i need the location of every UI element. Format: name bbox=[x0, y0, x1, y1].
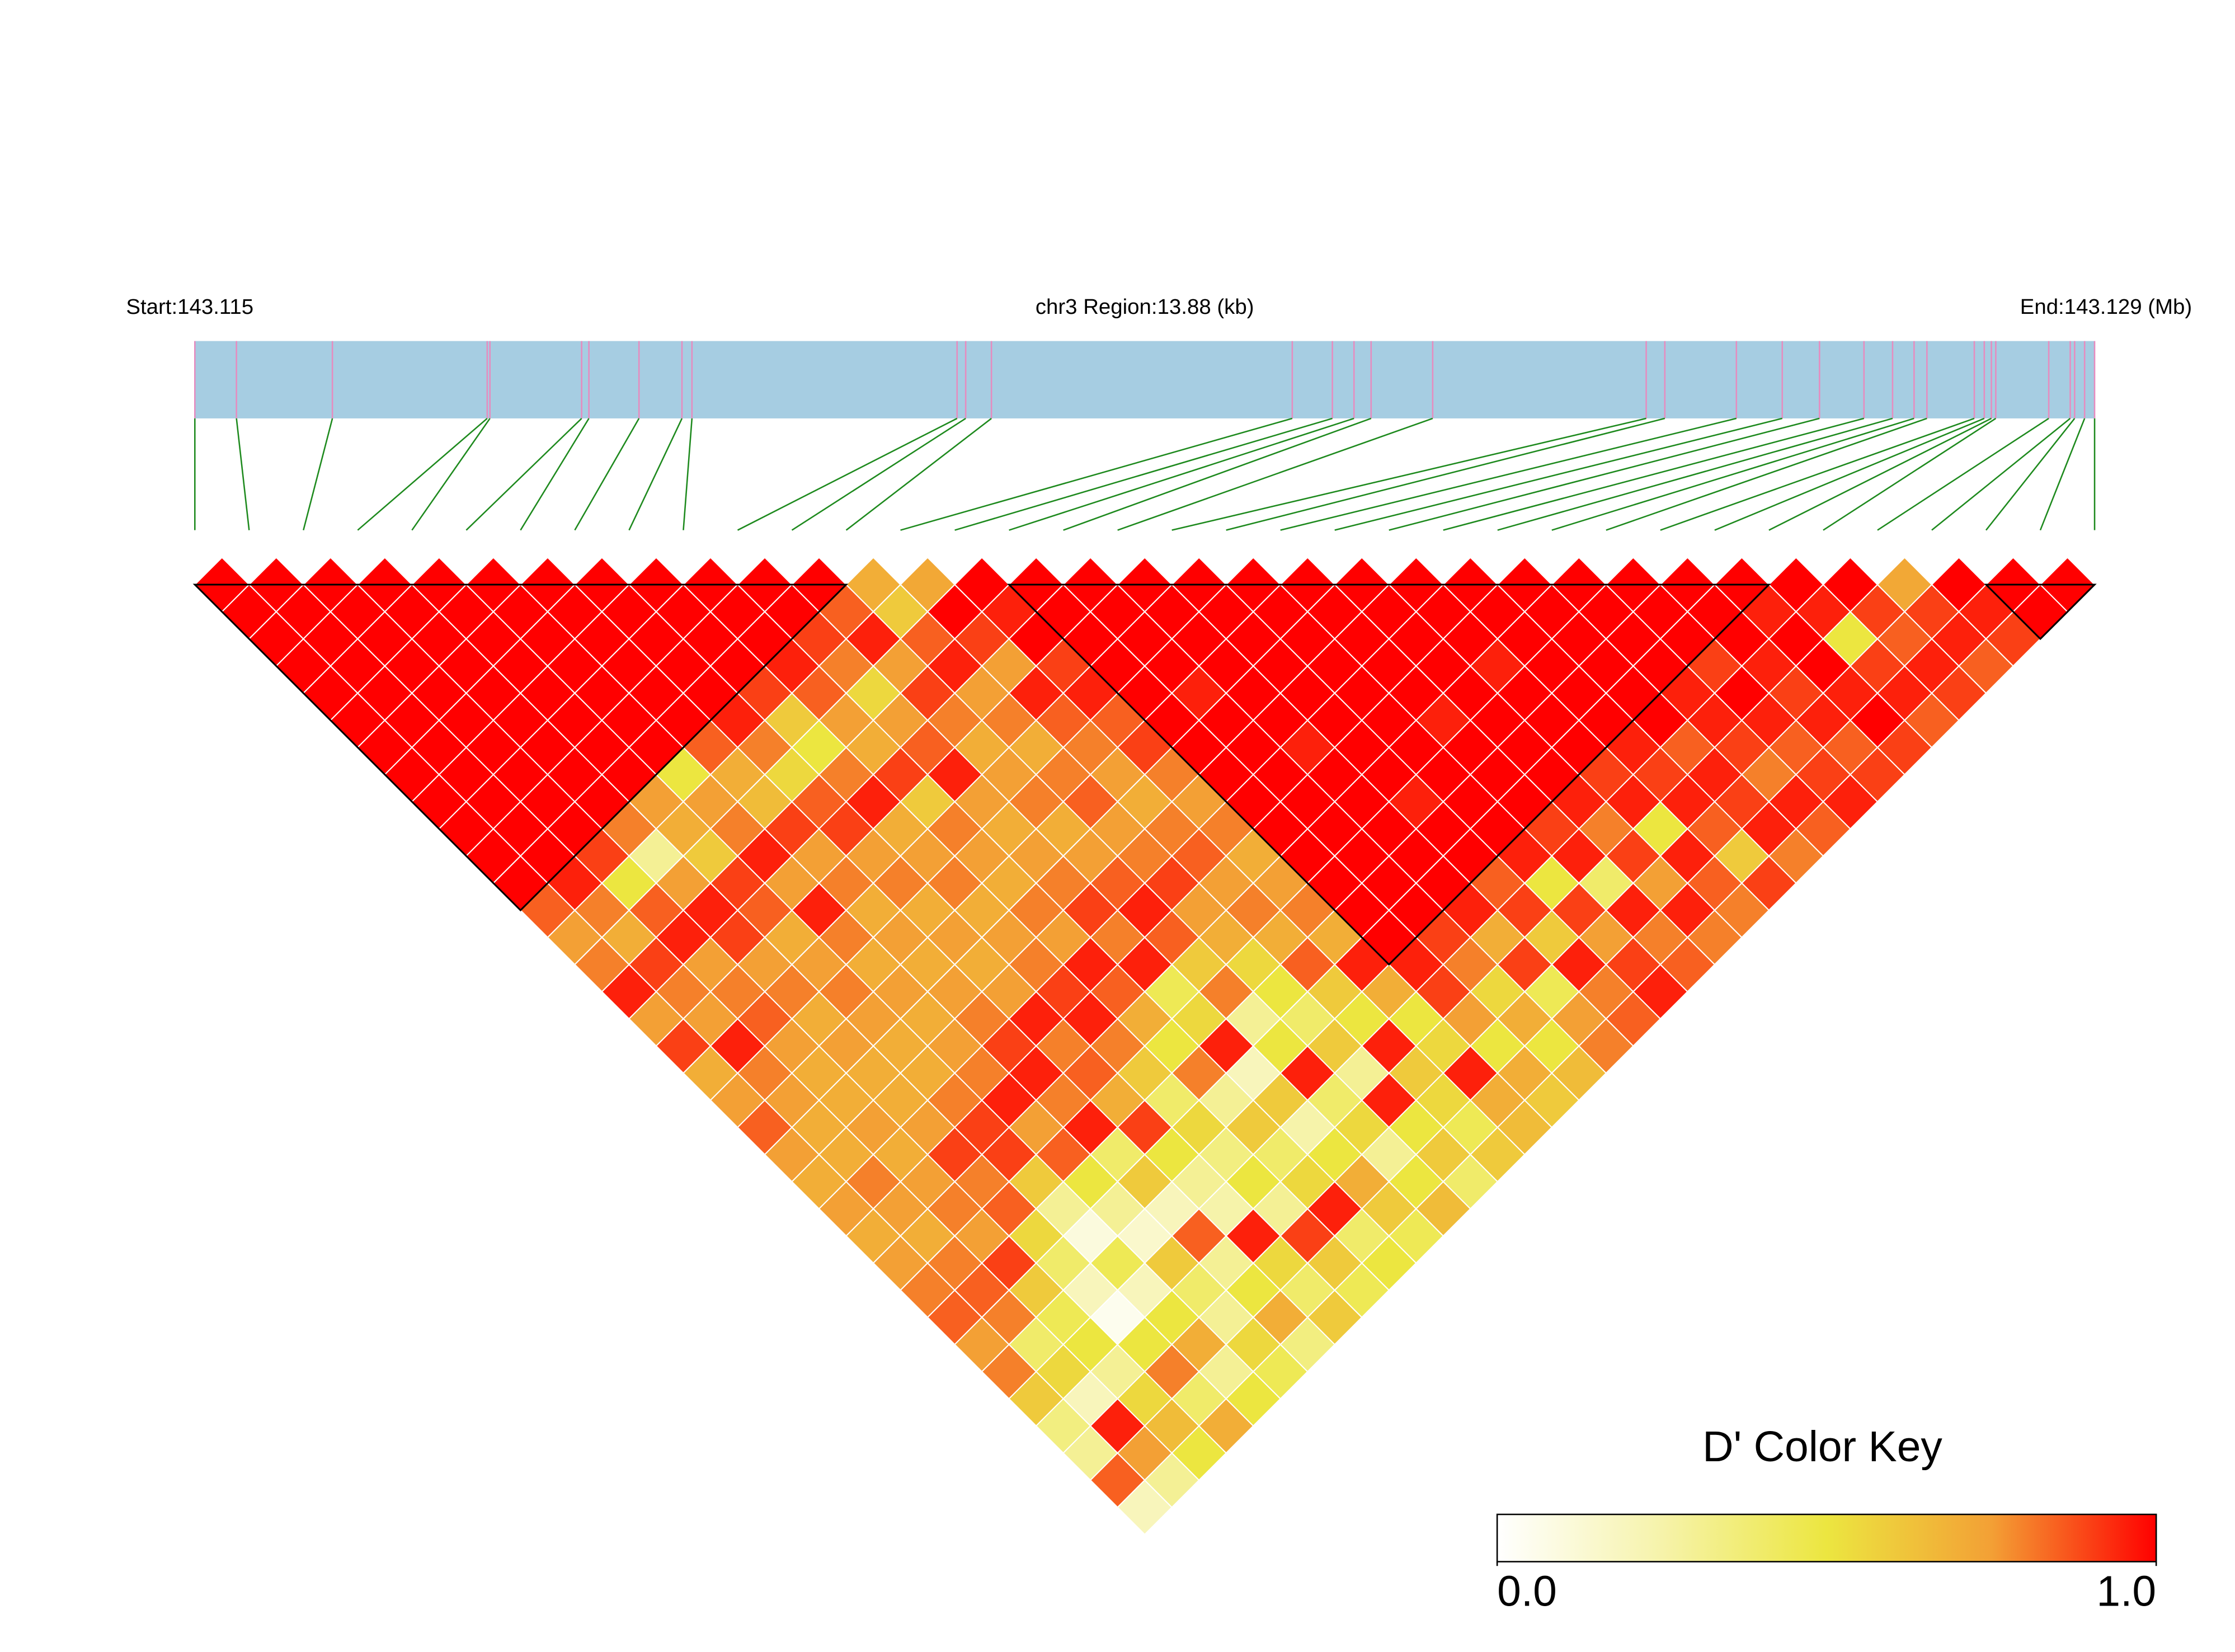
snp-link bbox=[1985, 418, 2076, 531]
snp-link bbox=[1660, 417, 1975, 531]
snp-link bbox=[1334, 417, 1783, 531]
snp-link bbox=[520, 418, 590, 531]
snp-link bbox=[1877, 417, 2049, 531]
snp-link bbox=[1280, 417, 1737, 531]
snp-link bbox=[1009, 417, 1354, 531]
snp-link bbox=[791, 417, 966, 531]
snp-link bbox=[1443, 417, 1865, 531]
snp-link bbox=[1823, 417, 1997, 531]
start-label: Start:143.115 bbox=[126, 295, 253, 319]
snp-link bbox=[1768, 417, 1992, 531]
snp-link bbox=[1606, 417, 1927, 531]
region-label: chr3 Region:13.88 (kb) bbox=[1036, 295, 1254, 319]
color-key-label: 1.0 bbox=[2096, 1568, 2156, 1616]
snp-link bbox=[236, 418, 250, 530]
snp-link bbox=[845, 417, 992, 531]
snp-link bbox=[954, 417, 1333, 531]
snp-link bbox=[1117, 417, 1433, 531]
snp-link bbox=[1714, 417, 1985, 531]
snp-link bbox=[737, 417, 958, 531]
region-bar bbox=[195, 341, 2095, 418]
color-key-label: 0.0 bbox=[1497, 1568, 1557, 1616]
end-label: End:143.129 (Mb) bbox=[2020, 295, 2192, 319]
snp-link bbox=[1551, 417, 1914, 531]
snp-link bbox=[1931, 417, 2071, 531]
snp-link bbox=[465, 418, 582, 531]
snp-link bbox=[1063, 417, 1372, 531]
snp-link bbox=[303, 418, 333, 530]
ld-block bbox=[192, 583, 849, 912]
snp-link bbox=[411, 418, 491, 531]
color-key-bar bbox=[1496, 1513, 2157, 1562]
snp-link bbox=[683, 418, 693, 530]
snp-link bbox=[357, 417, 488, 531]
snp-link bbox=[2039, 418, 2086, 531]
snp-link bbox=[628, 418, 683, 531]
snp-link bbox=[574, 418, 640, 531]
ld-block bbox=[1006, 583, 1771, 966]
snp-link bbox=[1389, 417, 1820, 531]
snp-link bbox=[1497, 417, 1893, 531]
snp-link bbox=[1226, 417, 1665, 531]
color-key-title: D' Color Key bbox=[1702, 1423, 1942, 1471]
snp-link bbox=[1171, 417, 1646, 531]
snp-link bbox=[900, 417, 1293, 531]
ld-block bbox=[1984, 583, 2097, 641]
